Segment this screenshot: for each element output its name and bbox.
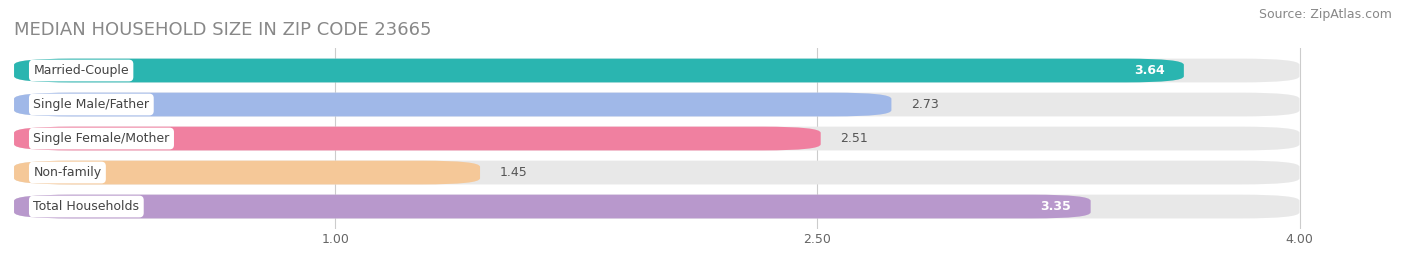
Text: Married-Couple: Married-Couple bbox=[34, 64, 129, 77]
FancyBboxPatch shape bbox=[14, 127, 1299, 150]
Text: Source: ZipAtlas.com: Source: ZipAtlas.com bbox=[1258, 8, 1392, 21]
FancyBboxPatch shape bbox=[14, 93, 1299, 116]
FancyBboxPatch shape bbox=[14, 127, 821, 150]
Text: 1.45: 1.45 bbox=[499, 166, 527, 179]
Text: 2.73: 2.73 bbox=[911, 98, 938, 111]
Text: Single Male/Father: Single Male/Father bbox=[34, 98, 149, 111]
FancyBboxPatch shape bbox=[14, 93, 891, 116]
Text: 2.51: 2.51 bbox=[839, 132, 868, 145]
FancyBboxPatch shape bbox=[14, 161, 479, 185]
Text: Single Female/Mother: Single Female/Mother bbox=[34, 132, 170, 145]
Text: MEDIAN HOUSEHOLD SIZE IN ZIP CODE 23665: MEDIAN HOUSEHOLD SIZE IN ZIP CODE 23665 bbox=[14, 20, 432, 38]
FancyBboxPatch shape bbox=[14, 195, 1091, 218]
FancyBboxPatch shape bbox=[14, 195, 1299, 218]
FancyBboxPatch shape bbox=[14, 161, 1299, 185]
FancyBboxPatch shape bbox=[14, 59, 1184, 82]
Text: Non-family: Non-family bbox=[34, 166, 101, 179]
Text: Total Households: Total Households bbox=[34, 200, 139, 213]
FancyBboxPatch shape bbox=[14, 59, 1299, 82]
Text: 3.35: 3.35 bbox=[1040, 200, 1071, 213]
Text: 3.64: 3.64 bbox=[1133, 64, 1164, 77]
